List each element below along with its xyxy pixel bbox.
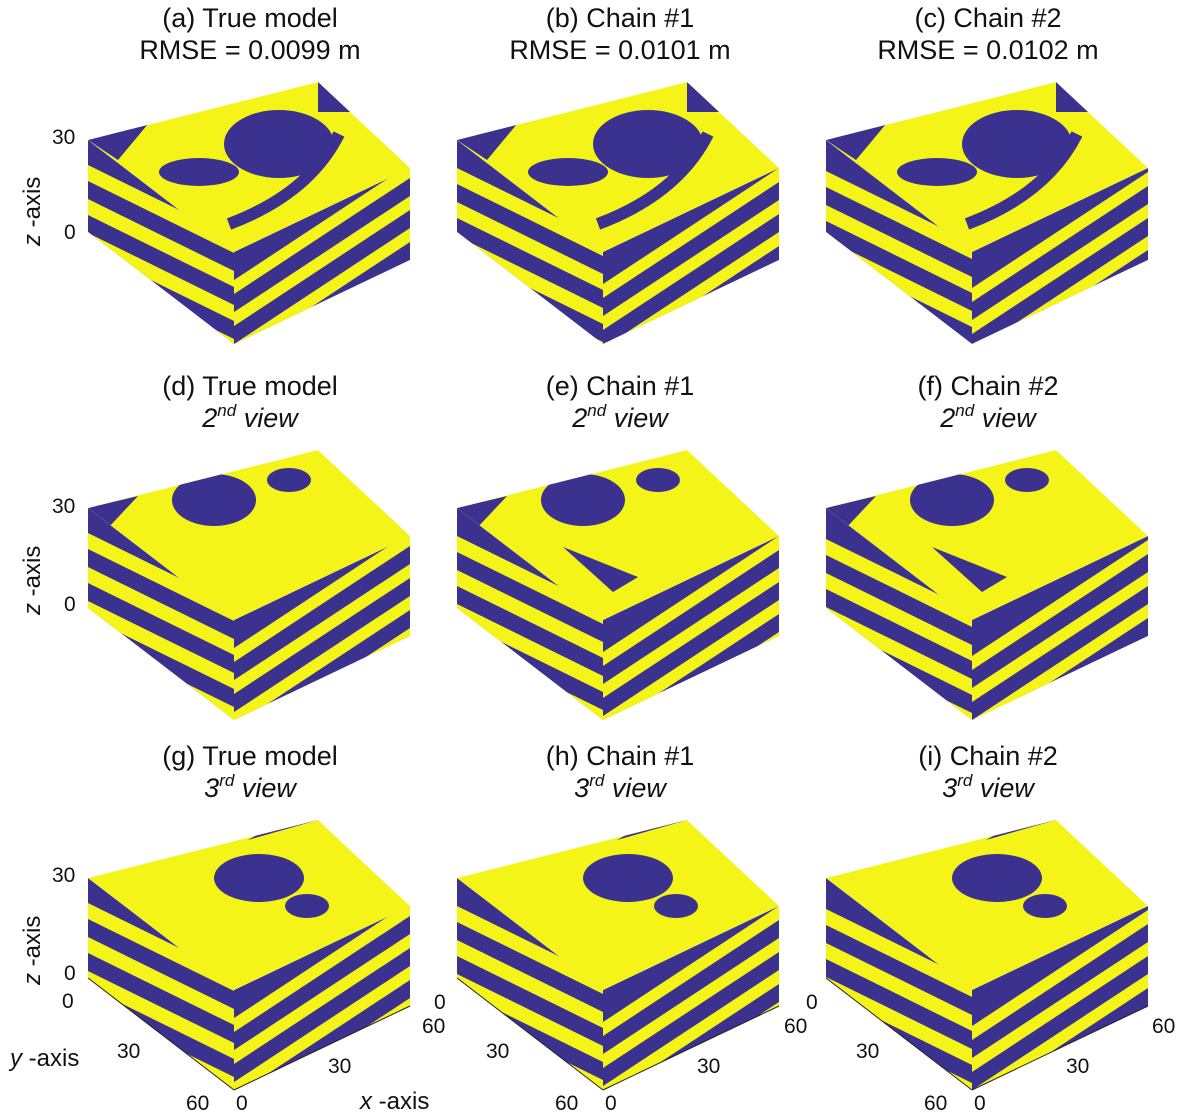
x-tick-0-i: 0 <box>806 991 818 1014</box>
top-face <box>88 450 410 620</box>
z-tick-top-row1: 30 <box>52 126 76 149</box>
cube-panel-i <box>825 820 1149 1091</box>
z-tick-top-row3: 30 <box>52 864 76 887</box>
cube-panel-c <box>826 82 1148 344</box>
cube-panel-g <box>87 820 411 1091</box>
right-face <box>234 536 410 720</box>
x-tick-60-i: 60 <box>1152 1015 1176 1038</box>
top-face <box>457 820 779 990</box>
top-face <box>88 820 410 990</box>
panel-c-title: (c) Chain #2 RMSE = 0.0102 m <box>877 3 1099 65</box>
top-face <box>826 820 1148 990</box>
x-tick-0-g: 0 <box>236 1092 248 1115</box>
x-axis-label: x -axis <box>360 1088 430 1115</box>
x-tick-30-i: 30 <box>1066 1055 1090 1078</box>
cube-panel-e <box>457 450 779 720</box>
cube-panel-d <box>88 450 410 720</box>
z-tick-top-row2: 30 <box>52 495 76 518</box>
panel-a-title: (a) True model RMSE = 0.0099 m <box>139 3 361 65</box>
y-tick-60-h: 60 <box>555 1092 579 1115</box>
cube-panel-h <box>456 820 780 1091</box>
cube-panel-b <box>457 82 779 344</box>
y-axis-label: y -axis <box>10 1045 80 1072</box>
panel-b-title: (b) Chain #1 RMSE = 0.0101 m <box>509 3 731 65</box>
x-tick-60-g: 60 <box>422 1015 446 1038</box>
y-tick-30-g: 30 <box>117 1040 141 1063</box>
y-tick-60-g: 60 <box>186 1092 210 1115</box>
cube-panel-a <box>88 82 410 344</box>
x-tick-30-h: 30 <box>697 1055 721 1078</box>
z-tick-bottom-row3: 0 <box>64 962 76 985</box>
y-tick-30-i: 30 <box>856 1040 880 1063</box>
y-tick-60-i: 60 <box>924 1092 948 1115</box>
panel-d-title: (d) True model 2nd view <box>162 371 338 433</box>
x-tick-0-h: 0 <box>434 991 446 1014</box>
z-tick-bottom-row1: 0 <box>64 221 76 244</box>
panel-e-title: (e) Chain #1 2nd view <box>545 371 695 433</box>
y-tick-0-g: 0 <box>62 990 74 1013</box>
panel-g-title: (g) True model 3rd view <box>162 741 338 803</box>
panel-f-title: (f) Chain #2 2nd view <box>917 371 1059 433</box>
x-tick-0b-i: 0 <box>974 1092 986 1115</box>
top-face <box>457 450 779 620</box>
x-tick-0b-h: 0 <box>605 1092 617 1115</box>
panel-i-title: (i) Chain #2 3rd view <box>918 741 1058 803</box>
top-face <box>88 82 410 252</box>
cube-panel-f <box>826 450 1148 720</box>
top-face <box>457 82 779 252</box>
z-tick-bottom-row2: 0 <box>64 593 76 616</box>
top-face <box>826 450 1148 620</box>
x-tick-60-h: 60 <box>784 1015 808 1038</box>
x-tick-30-g: 30 <box>328 1055 352 1078</box>
y-tick-30-h: 30 <box>486 1040 510 1063</box>
panel-h-title: (h) Chain #1 3rd view <box>545 741 695 803</box>
